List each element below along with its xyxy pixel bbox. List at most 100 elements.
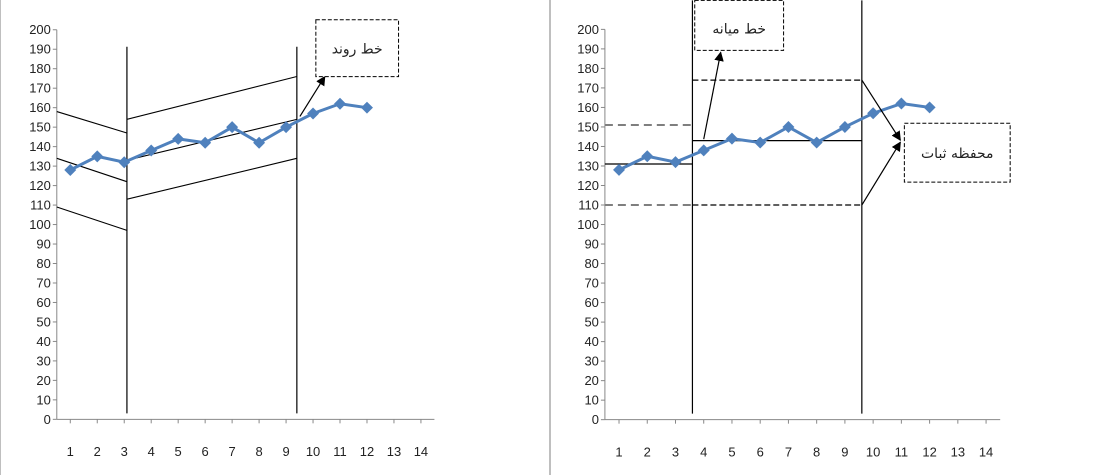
data-point bbox=[669, 156, 682, 169]
data-point bbox=[118, 156, 131, 169]
x-tick-label: 9 bbox=[841, 445, 848, 460]
x-tick-label: 4 bbox=[148, 444, 155, 459]
x-tick-label: 2 bbox=[94, 444, 101, 459]
data-point bbox=[725, 132, 738, 145]
y-tick-label: 30 bbox=[584, 354, 598, 369]
y-tick-label: 130 bbox=[29, 159, 51, 174]
data-point bbox=[613, 163, 626, 176]
trend-line bbox=[126, 157, 297, 200]
data-point bbox=[145, 144, 158, 157]
y-tick-label: 10 bbox=[584, 393, 598, 408]
y-tick-label: 140 bbox=[29, 139, 51, 154]
x-tick-label: 8 bbox=[255, 444, 262, 459]
x-tick-label: 13 bbox=[951, 445, 965, 460]
y-tick-label: 120 bbox=[577, 178, 599, 193]
right-chart-panel: 0 10 20 30 40 50 60 70 80 90 100 110 120 130 140 150 160… bbox=[550, 0, 1105, 475]
data-point bbox=[253, 136, 266, 149]
stability-envelope-chart: 0102030405060708090100110120130140150160… bbox=[577, 0, 1011, 460]
x-tick-label: 4 bbox=[700, 445, 707, 460]
y-tick-label: 30 bbox=[36, 353, 50, 368]
x-tick-label: 2 bbox=[644, 445, 651, 460]
stability-callout-arrow-lower bbox=[861, 141, 901, 206]
y-tick-label: 90 bbox=[584, 237, 598, 252]
y-tick-label: 40 bbox=[584, 334, 598, 349]
y-tick-label: 0 bbox=[592, 412, 599, 427]
x-tick-label: 11 bbox=[333, 444, 346, 459]
median-line-callout-box bbox=[694, 0, 785, 51]
trend-line bbox=[56, 206, 128, 231]
y-tick-label: 200 bbox=[29, 22, 51, 37]
data-point bbox=[782, 120, 795, 133]
y-tick-label: 130 bbox=[577, 158, 599, 173]
x-tick-label: 3 bbox=[672, 445, 679, 460]
x-tick-label: 7 bbox=[785, 445, 792, 460]
y-tick-label: 140 bbox=[577, 139, 599, 154]
x-tick-label: 5 bbox=[728, 445, 735, 460]
y-tick-label: 150 bbox=[577, 119, 599, 134]
stability-callout-arrow-upper bbox=[861, 79, 901, 141]
y-tick-label: 80 bbox=[36, 256, 50, 271]
y-tick-label: 20 bbox=[36, 373, 50, 388]
data-point bbox=[838, 120, 851, 133]
x-tick-label: 12 bbox=[360, 444, 374, 459]
trend-line-chart: 0102030405060708090100110120130140150160… bbox=[29, 19, 435, 459]
median-callout-arrow bbox=[703, 51, 724, 140]
data-point bbox=[867, 107, 880, 120]
x-tick-label: 11 bbox=[895, 445, 908, 460]
data-point bbox=[280, 121, 293, 134]
trend-line bbox=[126, 75, 297, 120]
stability-envelope-callout-box bbox=[903, 122, 1011, 183]
x-tick-label: 6 bbox=[757, 445, 764, 460]
data-point bbox=[697, 144, 710, 157]
x-tick-label: 14 bbox=[979, 445, 993, 460]
x-tick-label: 7 bbox=[229, 444, 236, 459]
y-tick-label: 190 bbox=[29, 42, 51, 57]
data-series-line bbox=[69, 102, 368, 172]
y-tick-label: 0 bbox=[44, 412, 51, 427]
y-tick-label: 150 bbox=[29, 120, 51, 135]
data-point bbox=[641, 150, 654, 163]
trend-line-callout-box bbox=[315, 19, 400, 78]
y-tick-label: 70 bbox=[584, 276, 598, 291]
y-tick-label: 10 bbox=[36, 392, 50, 407]
data-point bbox=[810, 136, 823, 149]
y-tick-label: 180 bbox=[577, 61, 599, 76]
y-tick-label: 50 bbox=[36, 314, 50, 329]
x-tick-label: 10 bbox=[866, 445, 880, 460]
x-tick-label: 5 bbox=[175, 444, 182, 459]
y-tick-label: 70 bbox=[36, 275, 50, 290]
y-tick-label: 200 bbox=[577, 22, 599, 37]
y-tick-label: 110 bbox=[578, 198, 599, 213]
y-tick-label: 170 bbox=[577, 80, 599, 95]
data-point bbox=[334, 97, 346, 110]
data-point bbox=[199, 136, 212, 149]
data-point bbox=[923, 101, 936, 114]
trend-line bbox=[56, 157, 128, 183]
y-tick-label: 160 bbox=[577, 100, 599, 115]
median-line-callout-label: خط میانه bbox=[712, 21, 766, 37]
x-tick-label: 13 bbox=[387, 444, 401, 459]
data-point bbox=[307, 107, 320, 120]
stability-envelope-callout-label: محفظه ثبات bbox=[921, 146, 993, 162]
y-tick-label: 160 bbox=[29, 100, 51, 115]
x-tick-label: 8 bbox=[813, 445, 820, 460]
y-tick-label: 100 bbox=[29, 217, 51, 232]
callout-arrow bbox=[299, 75, 326, 117]
y-tick-label: 60 bbox=[584, 295, 598, 310]
data-point bbox=[64, 164, 77, 176]
y-tick-label: 80 bbox=[584, 256, 598, 271]
data-point bbox=[172, 132, 185, 145]
x-tick-label: 12 bbox=[922, 445, 936, 460]
y-tick-label: 110 bbox=[30, 198, 51, 213]
y-tick-label: 40 bbox=[36, 334, 50, 349]
trend-line bbox=[56, 111, 128, 134]
trend-line-callout-label: خط روند bbox=[332, 42, 383, 58]
x-tick-label: 10 bbox=[306, 444, 320, 459]
x-tick-label: 6 bbox=[202, 444, 209, 459]
y-tick-label: 20 bbox=[584, 373, 598, 388]
data-point bbox=[754, 136, 767, 149]
y-tick-label: 190 bbox=[577, 41, 599, 56]
y-tick-label: 170 bbox=[29, 81, 51, 96]
y-tick-label: 60 bbox=[36, 295, 50, 310]
y-tick-label: 120 bbox=[29, 178, 51, 193]
